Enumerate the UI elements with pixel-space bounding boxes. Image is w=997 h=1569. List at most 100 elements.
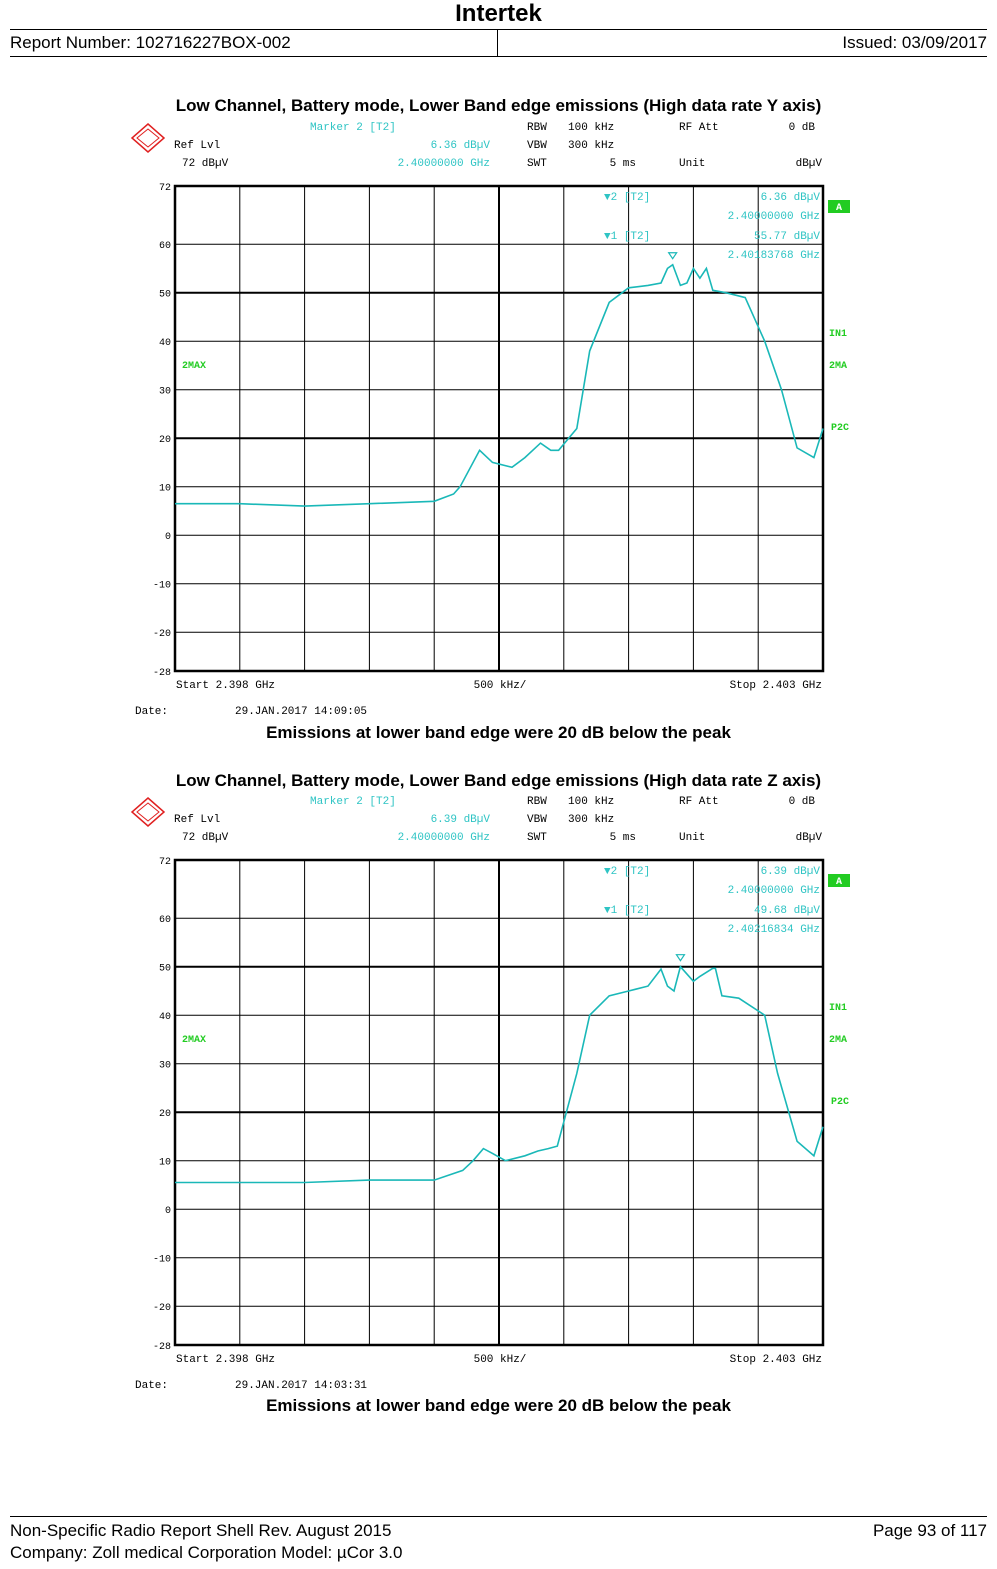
header-rule: [10, 29, 987, 30]
marker-1-label: ▼1 [T2]: [604, 905, 650, 917]
y-tick-label: 30: [159, 1061, 171, 1072]
y-tick-label: -10: [153, 581, 171, 592]
vbw-value: 300 kHz: [568, 140, 614, 152]
spectrum-trace: [175, 263, 824, 507]
grid: [174, 185, 824, 672]
rs-logo-icon: [130, 123, 166, 153]
marker-1-icon: [675, 954, 686, 962]
y-tick-label: -28: [153, 1342, 171, 1353]
marker-1-label: ▼1 [T2]: [604, 231, 650, 243]
marker-2-level: 6.39 dBµV: [761, 866, 821, 878]
y-tick-label: 0: [165, 1206, 171, 1217]
spectrum-svg: Marker 2 [T2] RBW 100 kHz RF Att 0 dB Ref Lvl…: [130, 796, 850, 1390]
marker-level: 6.36 dBµV: [431, 140, 491, 152]
marker-title: Marker 2 [T2]: [310, 796, 396, 808]
y-tick-label: 50: [159, 290, 171, 301]
stop-freq: Stop 2.403 GHz: [730, 680, 822, 692]
left-2max-label: 2MAX: [182, 361, 206, 372]
ref-lvl-label: Ref Lvl: [174, 140, 220, 152]
plot-caption: Emissions at lower band edge were 20 dB …: [266, 1396, 731, 1415]
side-a-badge: [828, 874, 850, 887]
y-tick-label: 72: [159, 857, 171, 868]
spectrum-plot-z-axis: Marker 2 [T2] RBW 100 kHz RF Att 0 dB Ref Lvl…: [130, 790, 860, 1390]
y-tick-label: 30: [159, 387, 171, 398]
marker-1-icon: [667, 252, 678, 260]
side-2ma-label: 2MA: [829, 1035, 847, 1046]
y-tick-label: 10: [159, 484, 171, 495]
y-tick-label: -28: [153, 668, 171, 679]
ref-lvl-value: 72 dBµV: [182, 832, 229, 844]
rbw-value: 100 kHz: [568, 122, 614, 134]
y-tick-label: -20: [153, 629, 171, 640]
y-tick-label: -10: [153, 1255, 171, 1266]
rbw-label: RBW: [527, 796, 547, 808]
footer-shell: Non-Specific Radio Report Shell Rev. Aug…: [10, 1521, 392, 1540]
rf-att-label: RF Att: [679, 122, 719, 134]
marker-2-freq: 2.40000000 GHz: [728, 885, 820, 897]
marker-1-level: 55.77 dBµV: [754, 231, 820, 243]
y-tick-label: 0: [165, 532, 171, 543]
y-tick-label: -20: [153, 1303, 171, 1314]
start-freq: Start 2.398 GHz: [176, 1354, 275, 1366]
date-value: 29.JAN.2017 14:09:05: [235, 706, 367, 716]
ref-lvl-label: Ref Lvl: [174, 814, 220, 826]
swt-label: SWT: [527, 832, 547, 844]
report-number: Report Number: 102716227BOX-002: [10, 33, 291, 52]
plot-frame: [173, 858, 825, 1347]
ref-lvl-value: 72 dBµV: [182, 158, 229, 170]
y-tick-label: 60: [159, 241, 171, 252]
y-tick-label: 10: [159, 1158, 171, 1169]
start-freq: Start 2.398 GHz: [176, 680, 275, 692]
marker-freq: 2.40000000 GHz: [398, 158, 490, 170]
unit-value: dBµV: [796, 158, 823, 170]
vbw-label: VBW: [527, 814, 547, 826]
vbw-label: VBW: [527, 140, 547, 152]
rf-att-label: RF Att: [679, 796, 719, 808]
date-value: 29.JAN.2017 14:03:31: [235, 1380, 367, 1390]
y-tick-label: 40: [159, 1012, 171, 1023]
left-2max-label: 2MAX: [182, 1035, 206, 1046]
date-label: Date:: [135, 1380, 168, 1390]
rs-logo-icon: [130, 797, 166, 827]
side-a-label: A: [836, 203, 842, 214]
header-separator: [497, 30, 498, 56]
marker-title: Marker 2 [T2]: [310, 122, 396, 134]
stop-freq: Stop 2.403 GHz: [730, 1354, 822, 1366]
marker-freq: 2.40000000 GHz: [398, 832, 490, 844]
y-tick-label: 60: [159, 915, 171, 926]
marker-2-freq: 2.40000000 GHz: [728, 211, 820, 223]
y-tick-label: 20: [159, 1109, 171, 1120]
side-a-label: A: [836, 877, 842, 888]
side-in1-label: IN1: [829, 329, 847, 340]
grid: [174, 859, 824, 1346]
unit-label: Unit: [679, 158, 705, 170]
rbw-label: RBW: [527, 122, 547, 134]
y-tick-label: 50: [159, 964, 171, 975]
marker-2-label: ▼2 [T2]: [604, 192, 650, 204]
unit-value: dBµV: [796, 832, 823, 844]
swt-label: SWT: [527, 158, 547, 170]
company-title: Intertek: [455, 0, 542, 27]
marker-2-level: 6.36 dBµV: [761, 192, 821, 204]
y-tick-label: 20: [159, 435, 171, 446]
y-tick-label: 72: [159, 183, 171, 194]
y-tick-label: 40: [159, 338, 171, 349]
header-rule-bottom: [10, 56, 987, 57]
rbw-value: 100 kHz: [568, 796, 614, 808]
marker-2-label: ▼2 [T2]: [604, 866, 650, 878]
marker-1-freq: 2.40183768 GHz: [728, 250, 820, 262]
marker-1-level: 49.68 dBµV: [754, 905, 820, 917]
footer-rule: [10, 1516, 987, 1517]
plot-title: Low Channel, Battery mode, Lower Band ed…: [175, 96, 822, 115]
side-in1-label: IN1: [829, 1003, 847, 1014]
vbw-value: 300 kHz: [568, 814, 614, 826]
swt-value: 5 ms: [610, 158, 636, 170]
spectrum-svg: Marker 2 [T2] RBW 100 kHz RF Att 0 dB Ref Lvl…: [130, 122, 850, 716]
spectrum-trace: [175, 965, 824, 1184]
rf-att-value: 0 dB: [789, 122, 816, 134]
date-label: Date:: [135, 706, 168, 716]
span-per-div: 500 kHz/: [474, 1354, 527, 1366]
rf-att-value: 0 dB: [789, 796, 816, 808]
side-a-badge: [828, 200, 850, 213]
footer-page-number: Page 93 of 117: [872, 1521, 987, 1540]
